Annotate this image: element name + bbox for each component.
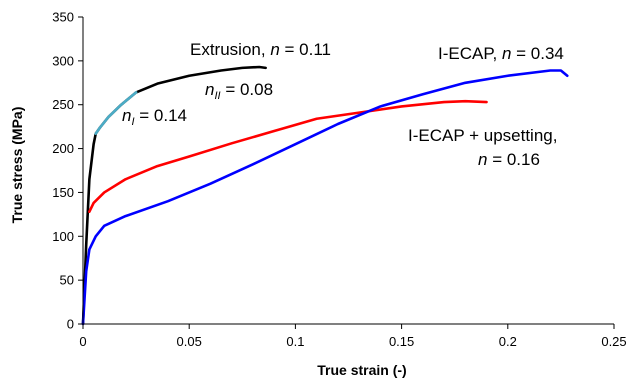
y-tick-label: 50 [60,273,74,288]
x-tick-label: 0.2 [499,334,517,349]
annotation-iecap: I-ECAP, n = 0.34 [438,44,564,63]
y-tick-label: 200 [52,141,74,156]
y-tick-label: 150 [52,185,74,200]
x-tick-label: 0.25 [601,334,626,349]
x-tick-label: 0.1 [286,334,304,349]
annotation-extrusion: Extrusion, n = 0.11 [190,40,331,59]
ticks-layer: 0 50 100 150 200 250 300 350 0 0.05 0.1 0.15 0.2 0.25 [52,10,626,350]
axes-layer [82,17,614,325]
annotation-n1: nI = 0.14 [122,106,187,128]
y-axis-title: True stress (MPa) [9,107,25,224]
x-tick-label: 0 [79,334,86,349]
series-line-iecap [81,69,569,326]
y-tick-label: 300 [52,53,74,68]
annotation-upsetting-line1: I-ECAP + upsetting, [408,126,557,145]
series-line-iecap-upsetting [88,99,488,214]
y-tick-label: 350 [52,10,74,25]
x-tick-label: 0.05 [177,334,202,349]
annotation-n2: nII = 0.08 [205,80,273,102]
y-tick-label: 0 [67,317,74,332]
x-axis-title: True strain (-) [317,362,406,378]
y-tick-label: 250 [52,97,74,112]
y-tick-label: 100 [52,229,74,244]
series-layer [81,65,569,326]
x-tick-label: 0.15 [389,334,414,349]
annotation-upsetting-line2: n = 0.16 [478,150,540,169]
series-line-extrusion-stage-1 [94,91,138,135]
